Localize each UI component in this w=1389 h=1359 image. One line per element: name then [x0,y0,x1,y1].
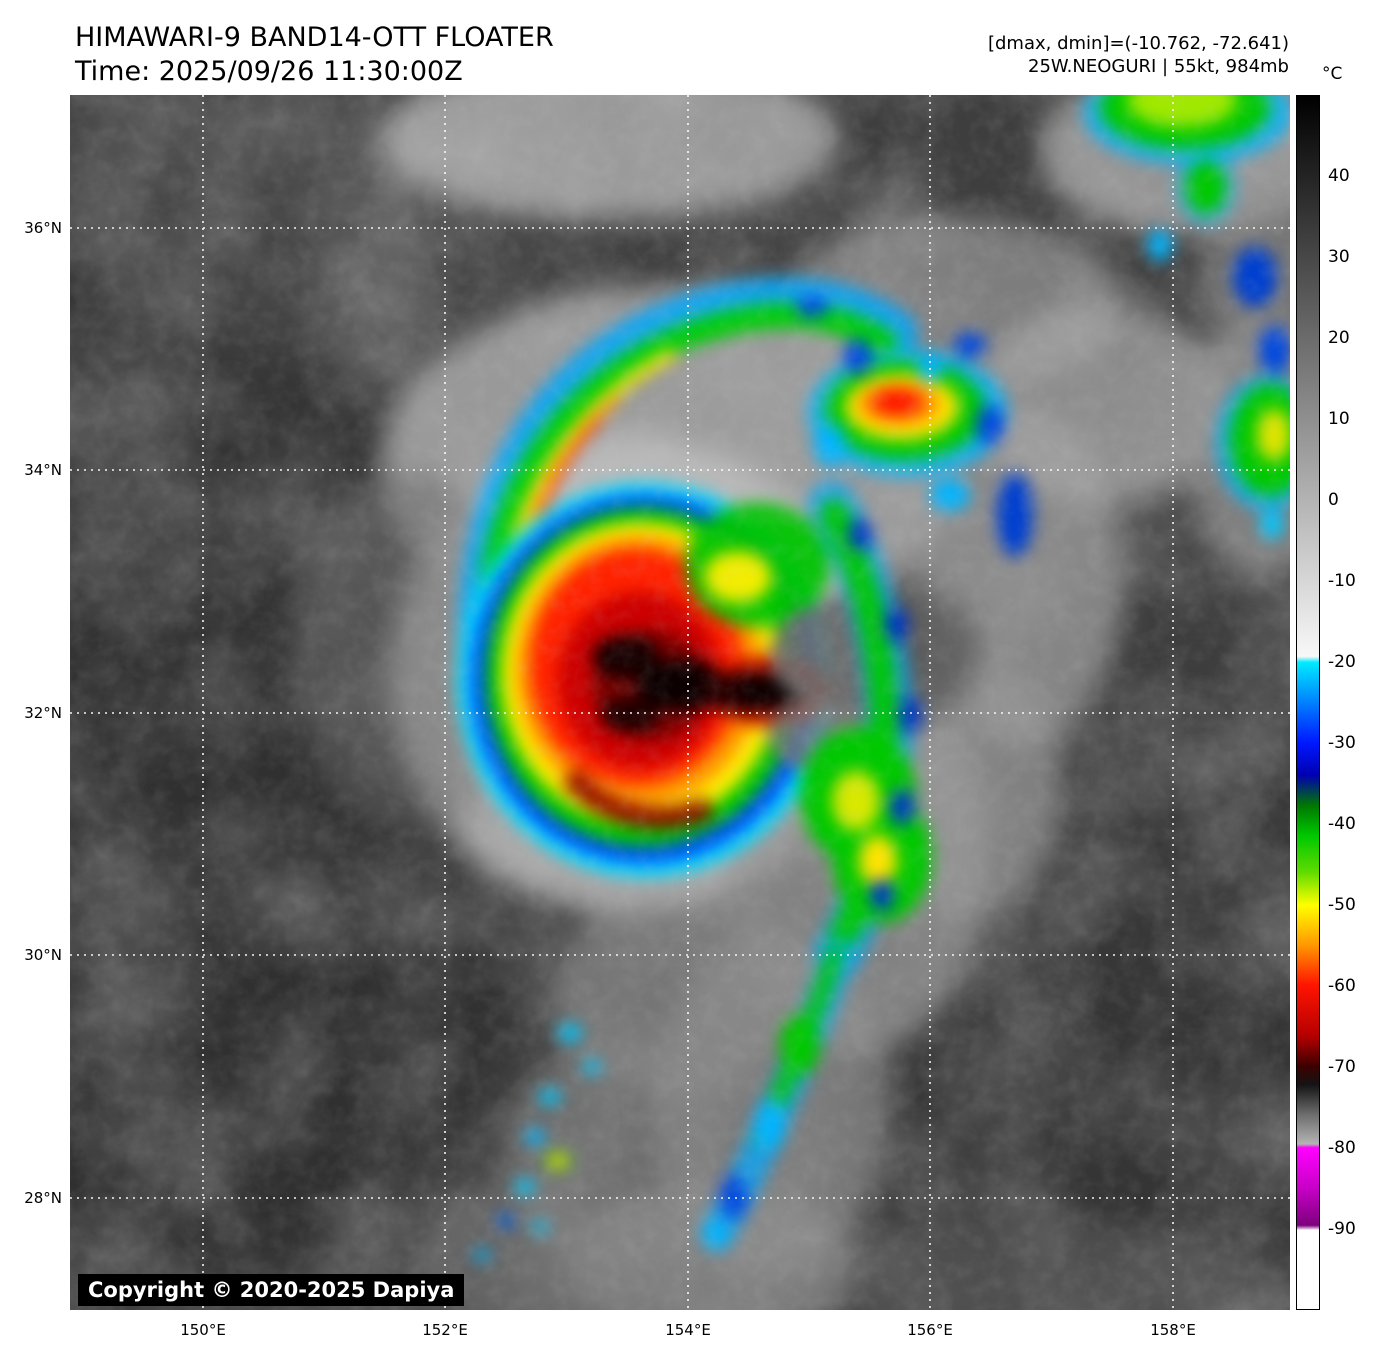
lat-label-28n: 28°N [24,1189,62,1207]
colorbar-gradient [1296,95,1320,1310]
colorbar-tick: -60 [1328,976,1356,996]
colorbar-tick: -40 [1328,814,1356,834]
colorbar-tick: 30 [1328,247,1350,267]
colorbar-tick: -20 [1328,652,1356,672]
lon-label-150e: 150°E [180,1321,226,1339]
copyright-badge: Copyright © 2020-2025 Dapiya [78,1274,465,1306]
colorbar-tick: -80 [1328,1138,1356,1158]
colorbar-tick: 10 [1328,409,1350,429]
header-right-block: [dmax, dmin]=(-10.762, -72.641) 25W.NEOG… [988,32,1289,78]
colorbar-tick: -90 [1328,1219,1356,1239]
colorbar-tick: 0 [1328,490,1339,510]
colorbar-tick: -50 [1328,895,1356,915]
page-title: HIMAWARI-9 BAND14-OTT FLOATER [75,22,554,53]
colorbar-tick: -10 [1328,571,1356,591]
lon-label-156e: 156°E [907,1321,953,1339]
satellite-image [70,95,1290,1310]
colorbar-tick: 20 [1328,328,1350,348]
lon-label-154e: 154°E [665,1321,711,1339]
grain-texture [70,95,1290,1310]
lat-label-32n: 32°N [24,704,62,722]
colorbar-unit-label: °C [1322,64,1343,84]
colorbar-tick: -30 [1328,733,1356,753]
storm-info-label: 25W.NEOGURI | 55kt, 984mb [1028,56,1289,77]
lon-label-152e: 152°E [422,1321,468,1339]
grid-overlay [70,95,1290,1310]
timestamp-label: Time: 2025/09/26 11:30:00Z [75,56,463,87]
colorbar-tick: -70 [1328,1057,1356,1077]
colorbar-tick: 40 [1328,166,1350,186]
lon-label-158e: 158°E [1150,1321,1196,1339]
dmax-dmin-label: [dmax, dmin]=(-10.762, -72.641) [987,33,1289,54]
satellite-map: Copyright © 2020-2025 Dapiya [70,95,1290,1310]
lat-label-36n: 36°N [24,219,62,237]
lat-label-30n: 30°N [24,946,62,964]
lat-label-34n: 34°N [24,461,62,479]
